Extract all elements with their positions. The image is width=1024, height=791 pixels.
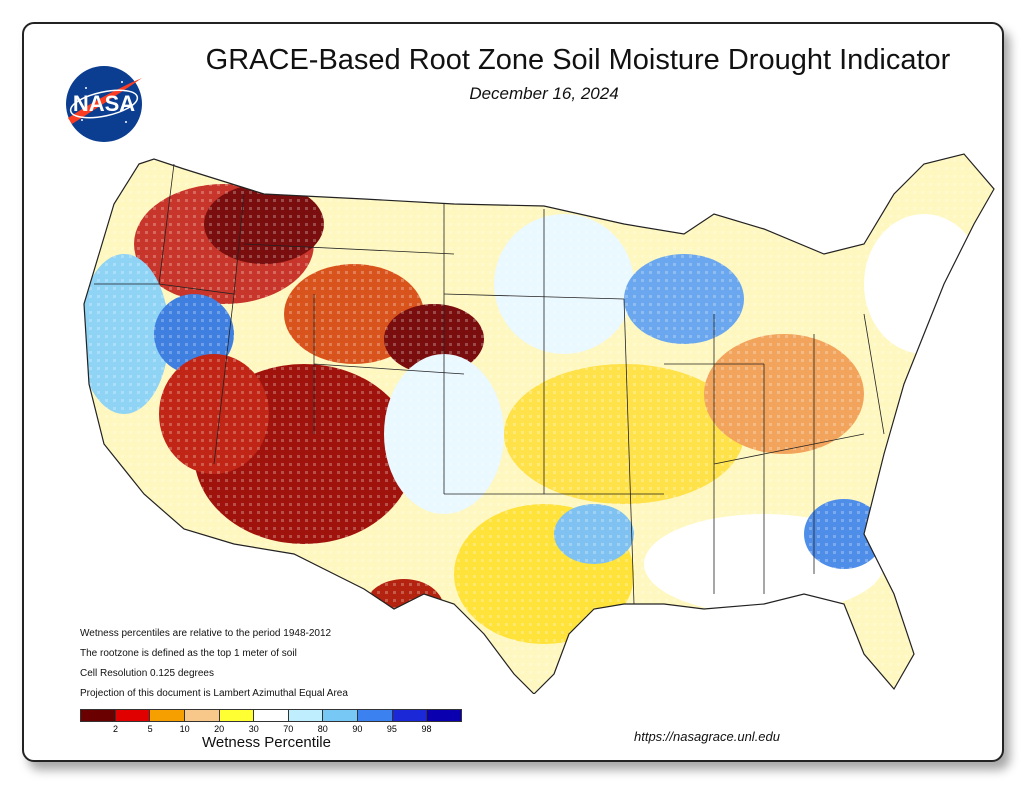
map-frame: NASA GRACE-Based Root Zone Soil Moisture… [22,22,1004,762]
legend-ticks: 2 5 10 20 30 70 80 90 95 98 [80,722,460,736]
legend-swatch [150,710,185,721]
nasa-logo: NASA [66,66,142,142]
legend-swatch [358,710,393,721]
legend-tick-label: 95 [386,724,397,734]
legend-swatch [288,710,324,721]
page-title: GRACE-Based Root Zone Soil Moisture Drou… [205,44,951,76]
legend-color-bar [80,709,462,722]
legend-swatch [184,710,220,721]
legend-swatch [254,710,289,721]
legend-swatch [219,710,255,721]
legend-tick-label: 30 [248,724,259,734]
legend-tick-label: 70 [283,724,294,734]
legend-swatch [115,710,151,721]
source-url: https://nasagrace.unl.edu [634,729,780,744]
legend-tick-label: 90 [352,724,363,734]
wetness-legend: 2 5 10 20 30 70 80 90 95 98 Wetness Percentile [80,709,462,751]
nasa-logo-text: NASA [73,91,135,116]
note-percentile-period: Wetness percentiles are relative to the … [80,628,332,639]
legend-swatch [81,710,116,721]
note-cell-resolution: Cell Resolution 0.125 degrees [80,668,214,679]
legend-swatch [323,710,359,721]
legend-tick-label: 5 [147,724,153,734]
legend-tick-label: 98 [421,724,432,734]
us-soil-moisture-map [83,153,995,694]
legend-swatch [427,710,462,721]
legend-title: Wetness Percentile [202,734,331,751]
legend-tick-label: 80 [317,724,328,734]
map-date: December 16, 2024 [469,84,619,103]
legend-swatch [392,710,428,721]
legend-tick-label: 2 [113,724,119,734]
legend-tick-label: 10 [179,724,190,734]
note-projection: Projection of this document is Lambert A… [80,688,348,699]
map-notes: Wetness percentiles are relative to the … [80,624,348,704]
note-rootzone-definition: The rootzone is defined as the top 1 met… [80,648,297,659]
legend-tick-label: 20 [214,724,225,734]
